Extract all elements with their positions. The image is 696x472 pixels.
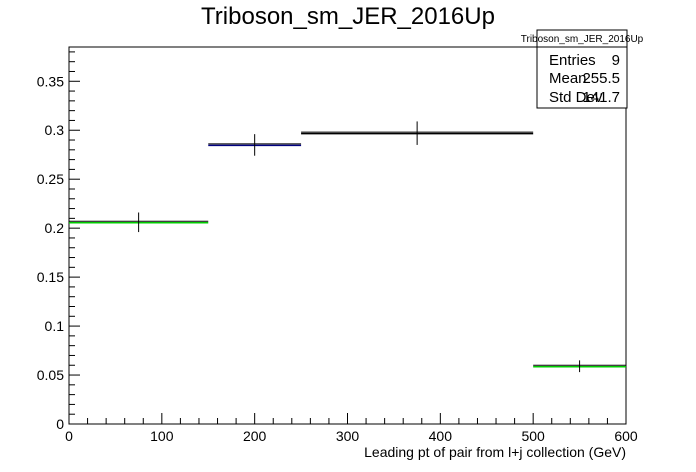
y-tick-label: 0.05 <box>37 367 64 383</box>
stats-mean-label: Mean <box>549 70 587 87</box>
y-tick-label: 0.3 <box>45 122 65 138</box>
stats-box-title: Triboson_sm_JER_2016Up <box>521 34 644 45</box>
x-tick-label: 500 <box>521 428 545 444</box>
x-tick-label: 100 <box>150 428 174 444</box>
histogram-bin <box>533 360 626 373</box>
stats-stddev-value: 141.7 <box>582 89 620 106</box>
x-tick-label: 600 <box>614 428 638 444</box>
stats-box: Triboson_sm_JER_2016Up Entries 9 Mean 25… <box>521 29 644 109</box>
histogram-bin <box>208 134 302 156</box>
y-tick-label: 0 <box>56 416 64 432</box>
x-tick-label: 400 <box>429 428 453 444</box>
stats-mean-value: 255.5 <box>582 70 620 87</box>
histogram-bin <box>301 121 534 145</box>
stats-entries-label: Entries <box>549 52 596 69</box>
x-tick-label: 300 <box>336 428 360 444</box>
x-tick-label: 0 <box>65 428 73 444</box>
y-tick-label: 0.25 <box>37 171 64 187</box>
stats-stddev-label: Std Dev <box>549 89 603 106</box>
y-tick-label: 0.35 <box>37 73 64 89</box>
histogram-bin <box>69 212 209 233</box>
y-tick-label: 0.15 <box>37 269 64 285</box>
chart-title: Triboson_sm_JER_2016Up <box>201 3 495 30</box>
x-axis-title: Leading pt of pair from l+j collection (… <box>364 444 626 460</box>
y-tick-label: 0.1 <box>45 318 65 334</box>
x-tick-label: 200 <box>243 428 267 444</box>
stats-entries-value: 9 <box>612 52 620 69</box>
y-tick-label: 0.2 <box>45 220 65 236</box>
